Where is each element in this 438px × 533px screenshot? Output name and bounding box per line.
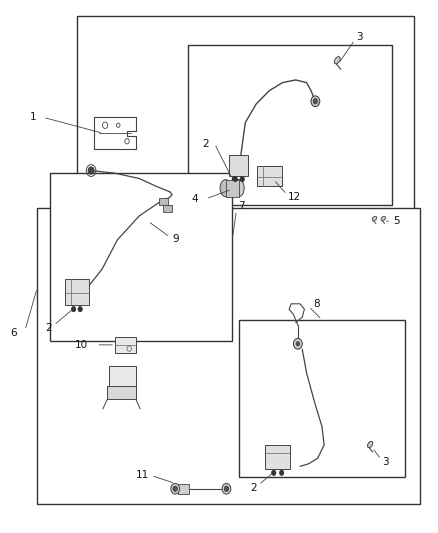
Bar — [159, 198, 168, 205]
Bar — [239, 320, 405, 477]
Circle shape — [240, 176, 244, 182]
Text: 12: 12 — [288, 192, 301, 201]
Circle shape — [224, 486, 229, 491]
Bar — [188, 45, 392, 205]
Text: 2: 2 — [202, 139, 209, 149]
Bar — [50, 173, 232, 341]
Ellipse shape — [220, 180, 231, 197]
Text: 3: 3 — [356, 33, 363, 42]
Circle shape — [311, 96, 320, 107]
Circle shape — [88, 167, 94, 174]
Bar — [37, 208, 420, 504]
Text: 9: 9 — [172, 234, 179, 244]
Text: 8: 8 — [313, 299, 320, 309]
Circle shape — [272, 470, 276, 475]
Text: 2: 2 — [251, 483, 258, 492]
Text: 5: 5 — [393, 216, 400, 226]
Bar — [77, 16, 414, 216]
Bar — [229, 155, 248, 176]
Circle shape — [293, 338, 302, 349]
Circle shape — [279, 470, 284, 475]
Text: 4: 4 — [191, 194, 198, 204]
Bar — [163, 205, 172, 212]
Bar — [257, 166, 282, 186]
Text: 6: 6 — [10, 328, 17, 338]
Text: 10: 10 — [74, 340, 88, 350]
Text: 3: 3 — [382, 457, 389, 467]
Circle shape — [71, 306, 76, 312]
Circle shape — [233, 176, 237, 182]
Bar — [115, 337, 136, 353]
Bar — [226, 180, 239, 197]
Circle shape — [171, 483, 180, 494]
Ellipse shape — [381, 216, 385, 221]
Text: 7: 7 — [238, 201, 244, 211]
Ellipse shape — [233, 180, 244, 197]
Circle shape — [173, 486, 177, 491]
Text: 2: 2 — [45, 323, 52, 333]
Circle shape — [296, 342, 300, 346]
Ellipse shape — [367, 441, 373, 448]
Text: 11: 11 — [136, 471, 149, 480]
Text: 1: 1 — [29, 112, 36, 122]
Bar — [265, 445, 290, 469]
Bar — [110, 366, 136, 387]
Circle shape — [222, 483, 231, 494]
Circle shape — [313, 99, 318, 104]
Bar — [107, 386, 136, 399]
Bar — [178, 484, 189, 494]
Ellipse shape — [372, 216, 377, 221]
Ellipse shape — [334, 56, 340, 64]
Circle shape — [78, 306, 82, 312]
Bar — [65, 279, 89, 305]
